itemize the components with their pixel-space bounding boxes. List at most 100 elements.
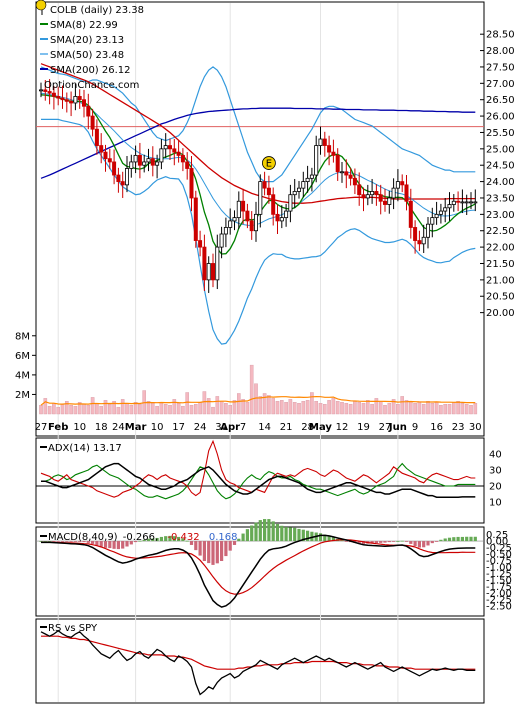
x-axis-label: 21 <box>280 422 293 433</box>
volume-bar <box>400 396 405 415</box>
volume-bar <box>47 405 52 415</box>
volume-bar <box>150 403 155 415</box>
macd-histogram-bar <box>116 541 120 550</box>
macd-histogram-bar <box>91 541 95 544</box>
price-candle <box>94 128 99 146</box>
price-candle <box>219 233 224 248</box>
volume-bar <box>288 399 293 415</box>
volume-bar <box>297 403 301 415</box>
volume-bar <box>370 404 374 415</box>
macd-histogram-bar <box>207 541 211 564</box>
price-axis-label: 25.50 <box>486 128 515 139</box>
volume-bar <box>125 403 129 415</box>
macd-histogram-bar <box>39 541 43 542</box>
price-candle <box>387 197 392 205</box>
earnings-marker-icon <box>261 156 276 170</box>
macd-histogram-bar <box>159 536 163 542</box>
price-candle <box>116 174 121 182</box>
volume-bar <box>193 404 198 415</box>
volume-bar <box>181 405 185 415</box>
price-candle <box>292 191 297 196</box>
macd-histogram-bar <box>60 541 65 542</box>
volume-bar <box>52 403 56 415</box>
volume-bar <box>366 400 370 415</box>
macd-histogram-bar <box>177 536 181 542</box>
sma200-line <box>40 107 476 179</box>
macd-signal-value: -0.432 <box>167 532 199 543</box>
macd-histogram-bar <box>146 538 151 542</box>
price-candle <box>142 161 147 166</box>
price-candle <box>374 191 379 196</box>
macd-histogram-bar <box>202 541 206 562</box>
price-candle <box>473 201 478 204</box>
price-candle <box>413 227 418 241</box>
price-candle <box>266 187 271 196</box>
macd-histogram-bar <box>43 541 47 542</box>
price-candle <box>73 96 78 104</box>
macd-histogram-bar <box>73 541 77 542</box>
price-candle <box>322 138 327 146</box>
price-candle <box>279 217 284 222</box>
price-candle <box>202 246 207 281</box>
price-candle <box>365 194 370 199</box>
price-candle <box>249 220 254 232</box>
volume-bar <box>228 405 233 415</box>
price-candle <box>271 194 276 215</box>
macd-histogram-bar <box>108 541 112 549</box>
volume-bar <box>387 403 392 415</box>
price-candle <box>185 161 190 169</box>
price-axis-label: 20.00 <box>486 308 515 319</box>
volume-bar <box>292 402 297 415</box>
price-axis-label: 26.50 <box>486 95 515 106</box>
macd-axis-label: -1.00 <box>486 562 512 573</box>
price-candle <box>391 187 396 199</box>
macd-histogram-bar <box>306 530 310 542</box>
price-candle <box>90 115 95 130</box>
volume-bar <box>284 402 288 415</box>
price-candle <box>430 217 435 225</box>
macd-histogram-bar <box>379 541 383 543</box>
legend-marker-icon <box>35 0 47 11</box>
volume-bar <box>460 403 465 415</box>
price-candle <box>206 263 211 281</box>
macd-histogram-bar <box>327 535 331 542</box>
price-candle <box>352 177 357 186</box>
x-axis-label: 28 <box>301 422 314 433</box>
price-candle <box>112 161 117 176</box>
macd-histogram-bar <box>254 522 258 542</box>
volume-bar <box>241 399 245 415</box>
macd-histogram-bar <box>241 533 245 542</box>
price-candle <box>258 181 263 215</box>
price-candle <box>288 194 293 212</box>
volume-bar <box>56 406 60 415</box>
price-candle <box>404 184 409 202</box>
x-axis-label: 24 <box>112 422 125 433</box>
price-candle <box>253 213 258 232</box>
price-candle <box>331 151 336 156</box>
x-axis-label: 17 <box>172 422 185 433</box>
rs-average-line <box>41 635 476 670</box>
price-candle <box>318 138 323 146</box>
price-candle <box>370 191 375 196</box>
price-axis-label: 23.00 <box>486 210 515 221</box>
volume-bar <box>391 399 396 415</box>
price-axis-label: 27.00 <box>486 79 515 90</box>
macd-histogram-bar <box>95 541 99 546</box>
volume-bar <box>39 405 43 415</box>
volume-bar <box>198 402 202 415</box>
volume-bar <box>120 399 125 415</box>
macd-axis-label: 0.25 <box>486 530 508 541</box>
x-axis-label: 16 <box>430 422 443 433</box>
adx-line <box>41 462 476 498</box>
macd-histogram-bar <box>245 529 249 542</box>
price-axis-label: 25.00 <box>486 144 515 155</box>
price-candle <box>60 97 65 101</box>
plus-di-line <box>40 439 476 498</box>
x-axis-label: Mar <box>125 422 147 433</box>
price-axis-label: 20.50 <box>486 292 515 303</box>
volume-bar <box>215 396 220 415</box>
macd-histogram-bar <box>220 541 224 562</box>
price-candle <box>167 145 172 150</box>
adx-axis-label: 30 <box>489 466 502 477</box>
price-candle <box>125 168 130 186</box>
